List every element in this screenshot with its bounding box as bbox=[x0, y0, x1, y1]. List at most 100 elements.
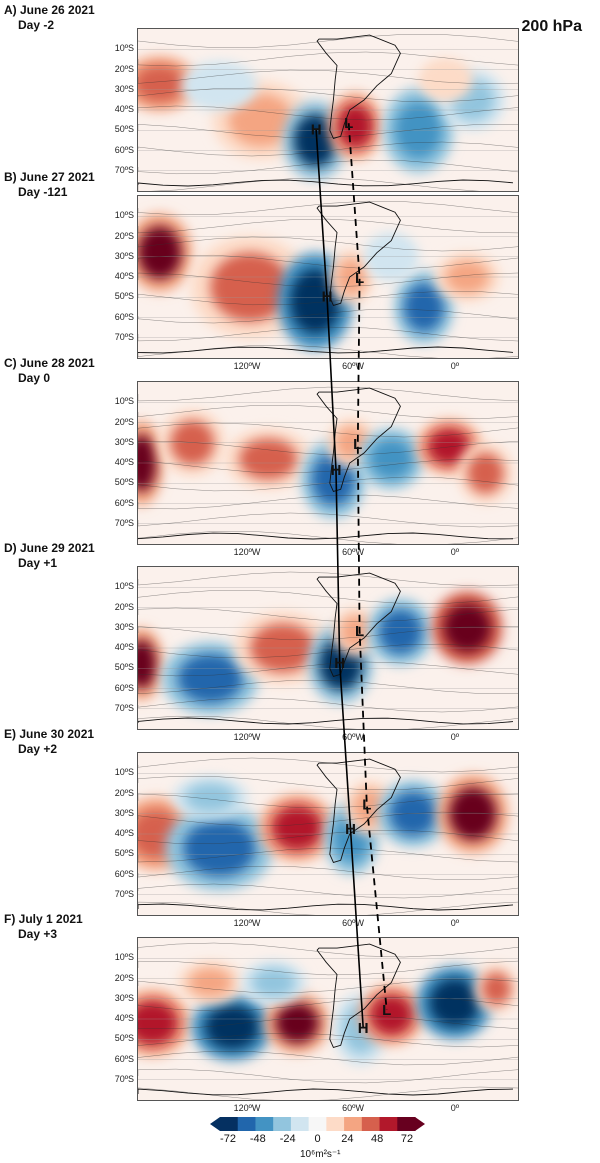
colorbar-segment bbox=[397, 1117, 416, 1131]
panel-date: E) June 30 2021 bbox=[4, 727, 95, 741]
streamline bbox=[138, 661, 518, 677]
anomaly-field bbox=[138, 386, 518, 544]
streamline bbox=[138, 757, 518, 773]
streamline bbox=[138, 87, 518, 103]
anomaly-core bbox=[340, 615, 370, 648]
longitude-label: 120ºW bbox=[233, 732, 261, 742]
colorbar-tick-label: -48 bbox=[249, 1133, 266, 1145]
streamline bbox=[138, 625, 518, 641]
anomaly-core bbox=[369, 994, 414, 1036]
latitude-label: 30ºS bbox=[114, 250, 134, 261]
map-panel bbox=[137, 28, 519, 192]
streamline bbox=[138, 680, 518, 695]
map-panel bbox=[137, 937, 519, 1101]
colorbar-segment bbox=[237, 1117, 256, 1131]
anomaly-field bbox=[138, 200, 518, 358]
streamline bbox=[138, 458, 518, 474]
streamline bbox=[138, 866, 518, 880]
latitude-label: 50ºS bbox=[114, 1033, 134, 1044]
streamline bbox=[138, 829, 518, 845]
latitude-label: 20ºS bbox=[114, 787, 134, 798]
anomaly-core bbox=[271, 805, 323, 851]
longitude-label: 60ºW bbox=[342, 918, 364, 928]
latitude-label: 20ºS bbox=[114, 230, 134, 241]
streamline bbox=[138, 1015, 518, 1029]
anomaly-field bbox=[138, 757, 518, 915]
panel-label: A) June 26 2021 Day -2 bbox=[4, 3, 95, 33]
longitude-label: 120ºW bbox=[233, 547, 261, 557]
latitude-label: 40ºS bbox=[114, 642, 134, 652]
streamline bbox=[138, 476, 518, 492]
panel-label: E) June 30 2021 Day +2 bbox=[4, 727, 94, 757]
streamline bbox=[138, 1086, 518, 1100]
antarctica-coastline bbox=[138, 179, 514, 187]
colorbar: -72 -48 -24 0 24 48 72 bbox=[210, 1116, 425, 1145]
streamline bbox=[138, 978, 518, 994]
streamline bbox=[138, 218, 518, 234]
streamline bbox=[138, 643, 518, 659]
streamline bbox=[138, 960, 518, 976]
antarctica-coastline bbox=[138, 903, 514, 911]
longitude-label: 120ºW bbox=[233, 918, 261, 928]
colorbar-bar bbox=[210, 1117, 425, 1131]
streamline bbox=[138, 200, 518, 216]
streamline bbox=[138, 290, 518, 306]
longitude-label: 120ºW bbox=[233, 361, 261, 371]
panel-date: A) June 26 2021 bbox=[4, 3, 95, 17]
latitude-label: 60ºS bbox=[114, 868, 134, 879]
anomaly-core bbox=[429, 978, 480, 1028]
latitude-label: 40ºS bbox=[114, 104, 134, 114]
streamline bbox=[138, 847, 518, 863]
streamline bbox=[138, 715, 518, 729]
anomaly-core bbox=[252, 968, 296, 997]
streamline bbox=[138, 883, 518, 899]
streamline bbox=[138, 326, 518, 342]
latitude-label: 10ºS bbox=[114, 43, 134, 54]
colorbar-segment bbox=[290, 1117, 310, 1131]
longitude-label: 0º bbox=[450, 1103, 459, 1113]
latitude-label: 60ºS bbox=[114, 682, 134, 693]
anomaly-core bbox=[239, 438, 298, 480]
streamline bbox=[138, 159, 518, 175]
latitude-label: 30ºS bbox=[114, 621, 134, 632]
streamline bbox=[138, 1068, 518, 1084]
latitude-label: 70ºS bbox=[114, 1073, 134, 1084]
colorbar-unit: 10⁶m²s⁻¹ bbox=[300, 1149, 341, 1160]
anomaly-core bbox=[204, 1004, 260, 1050]
antarctica-coastline bbox=[138, 1088, 514, 1096]
colorbar-segment bbox=[361, 1117, 381, 1131]
streamline bbox=[138, 308, 518, 324]
latitude-label: 30ºS bbox=[114, 807, 134, 818]
colorbar-min-arrow bbox=[210, 1117, 220, 1131]
anomaly-core bbox=[337, 103, 374, 149]
streamline bbox=[138, 512, 518, 528]
map-panel bbox=[137, 381, 519, 545]
anomaly-core bbox=[427, 65, 464, 94]
anomaly-core bbox=[481, 972, 511, 1005]
latitude-label: 20ºS bbox=[114, 972, 134, 983]
colorbar-tick-label: -24 bbox=[279, 1133, 296, 1145]
panel-date: B) June 27 2021 bbox=[4, 170, 95, 184]
panel-day: Day +3 bbox=[18, 927, 58, 941]
anomaly-core bbox=[228, 93, 294, 147]
latitude-label: 30ºS bbox=[114, 436, 134, 447]
streamline bbox=[138, 404, 518, 420]
panel-day: Day -2 bbox=[18, 18, 55, 32]
map-panel bbox=[137, 195, 519, 359]
panel-day: Day +2 bbox=[18, 742, 58, 756]
longitude-label: 60ºW bbox=[342, 547, 364, 557]
panel-date: D) June 29 2021 bbox=[4, 541, 95, 555]
colorbar-segment bbox=[308, 1117, 327, 1131]
latitude-label: 10ºS bbox=[114, 210, 134, 221]
streamline bbox=[138, 34, 518, 48]
panel-day: Day 0 bbox=[18, 371, 51, 385]
colorbar-segment bbox=[255, 1117, 274, 1131]
anomaly-core bbox=[194, 69, 245, 102]
latitude-label: 20ºS bbox=[114, 63, 134, 74]
streamline bbox=[138, 590, 518, 604]
streamline bbox=[138, 141, 518, 157]
latitude-label: 70ºS bbox=[114, 702, 134, 713]
colorbar-tick-label: 24 bbox=[341, 1133, 354, 1145]
anomaly-core bbox=[177, 654, 243, 703]
anomaly-core bbox=[275, 1002, 319, 1044]
